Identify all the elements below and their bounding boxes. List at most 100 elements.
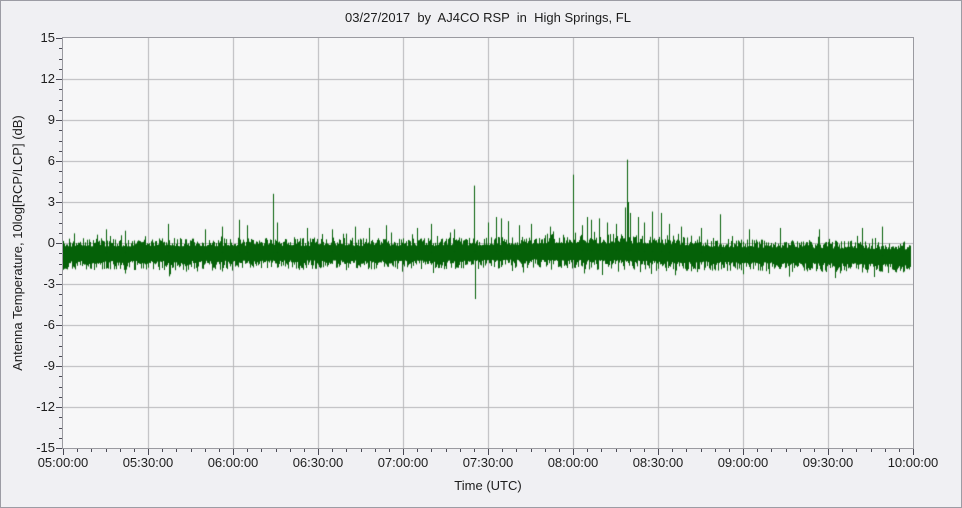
x-minor-tick [162, 449, 163, 452]
x-major-tick [403, 449, 404, 455]
y-tick-label: 6 [47, 153, 55, 168]
y-major-tick [56, 284, 62, 285]
y-tick-label: 12 [40, 71, 55, 86]
y-minor-tick [59, 89, 62, 90]
x-minor-tick [446, 449, 447, 452]
y-tick-label: 15 [40, 30, 55, 45]
x-tick-label: 07:00:00 [377, 455, 429, 470]
x-minor-tick [531, 449, 532, 452]
x-minor-tick [771, 449, 772, 452]
x-minor-tick [375, 449, 376, 452]
y-minor-tick [59, 223, 62, 224]
x-tick-label: 07:30:00 [462, 455, 514, 470]
y-minor-tick [59, 100, 62, 101]
y-minor-tick [59, 130, 62, 131]
y-tick-label: -15 [36, 440, 55, 455]
y-tick-label: -6 [43, 317, 55, 332]
x-major-tick [233, 449, 234, 455]
y-major-tick [56, 366, 62, 367]
x-tick-label: 05:30:00 [122, 455, 174, 470]
y-minor-tick [59, 48, 62, 49]
x-minor-tick [814, 449, 815, 452]
y-major-tick [56, 407, 62, 408]
x-minor-tick [361, 449, 362, 452]
y-major-tick [56, 38, 62, 39]
y-minor-tick [59, 356, 62, 357]
y-major-tick [56, 120, 62, 121]
x-tick-label: 09:00:00 [717, 455, 769, 470]
x-minor-tick [91, 449, 92, 452]
y-major-tick [56, 243, 62, 244]
x-minor-tick [290, 449, 291, 452]
x-major-tick [63, 449, 64, 455]
x-minor-tick [757, 449, 758, 452]
y-major-tick [56, 161, 62, 162]
x-minor-tick [460, 449, 461, 452]
x-minor-tick [885, 449, 886, 452]
x-minor-tick [332, 449, 333, 452]
x-minor-tick [800, 449, 801, 452]
x-minor-tick [247, 449, 248, 452]
x-major-tick [148, 449, 149, 455]
x-minor-tick [701, 449, 702, 452]
x-minor-tick [559, 449, 560, 452]
x-major-tick [658, 449, 659, 455]
y-minor-tick [59, 376, 62, 377]
x-tick-label: 08:00:00 [547, 455, 599, 470]
y-minor-tick [59, 264, 62, 265]
y-major-tick [56, 448, 62, 449]
y-major-tick [56, 325, 62, 326]
y-tick-label: 0 [47, 235, 55, 250]
y-tick-label: -3 [43, 276, 55, 291]
y-minor-tick [59, 141, 62, 142]
x-tick-label: 06:30:00 [292, 455, 344, 470]
x-minor-tick [120, 449, 121, 452]
y-minor-tick [59, 212, 62, 213]
x-minor-tick [672, 449, 673, 452]
y-minor-tick [59, 438, 62, 439]
x-minor-tick [871, 449, 872, 452]
y-minor-tick [59, 305, 62, 306]
x-minor-tick [261, 449, 262, 452]
y-minor-tick [59, 387, 62, 388]
x-minor-tick [134, 449, 135, 452]
x-minor-tick [856, 449, 857, 452]
y-minor-tick [59, 253, 62, 254]
y-major-tick [56, 79, 62, 80]
x-minor-tick [786, 449, 787, 452]
x-minor-tick [502, 449, 503, 452]
x-minor-tick [191, 449, 192, 452]
y-tick-label: 9 [47, 112, 55, 127]
y-minor-tick [59, 233, 62, 234]
x-minor-tick [106, 449, 107, 452]
signal-trace-canvas [63, 38, 913, 448]
x-tick-label: 10:00:00 [887, 455, 939, 470]
x-minor-tick [205, 449, 206, 452]
x-major-tick [573, 449, 574, 455]
x-minor-tick [276, 449, 277, 452]
x-minor-tick [715, 449, 716, 452]
y-minor-tick [59, 182, 62, 183]
y-tick-label: -12 [36, 399, 55, 414]
y-minor-tick [59, 110, 62, 111]
y-tick-label: -9 [43, 358, 55, 373]
x-minor-tick [219, 449, 220, 452]
x-minor-tick [729, 449, 730, 452]
y-minor-tick [59, 294, 62, 295]
x-major-tick [488, 449, 489, 455]
x-minor-tick [587, 449, 588, 452]
x-minor-tick [545, 449, 546, 452]
x-minor-tick [644, 449, 645, 452]
x-minor-tick [474, 449, 475, 452]
x-minor-tick [304, 449, 305, 452]
x-minor-tick [899, 449, 900, 452]
x-minor-tick [601, 449, 602, 452]
y-minor-tick [59, 335, 62, 336]
x-minor-tick [616, 449, 617, 452]
x-minor-tick [176, 449, 177, 452]
y-minor-tick [59, 192, 62, 193]
x-minor-tick [842, 449, 843, 452]
x-major-tick [743, 449, 744, 455]
x-major-tick [913, 449, 914, 455]
